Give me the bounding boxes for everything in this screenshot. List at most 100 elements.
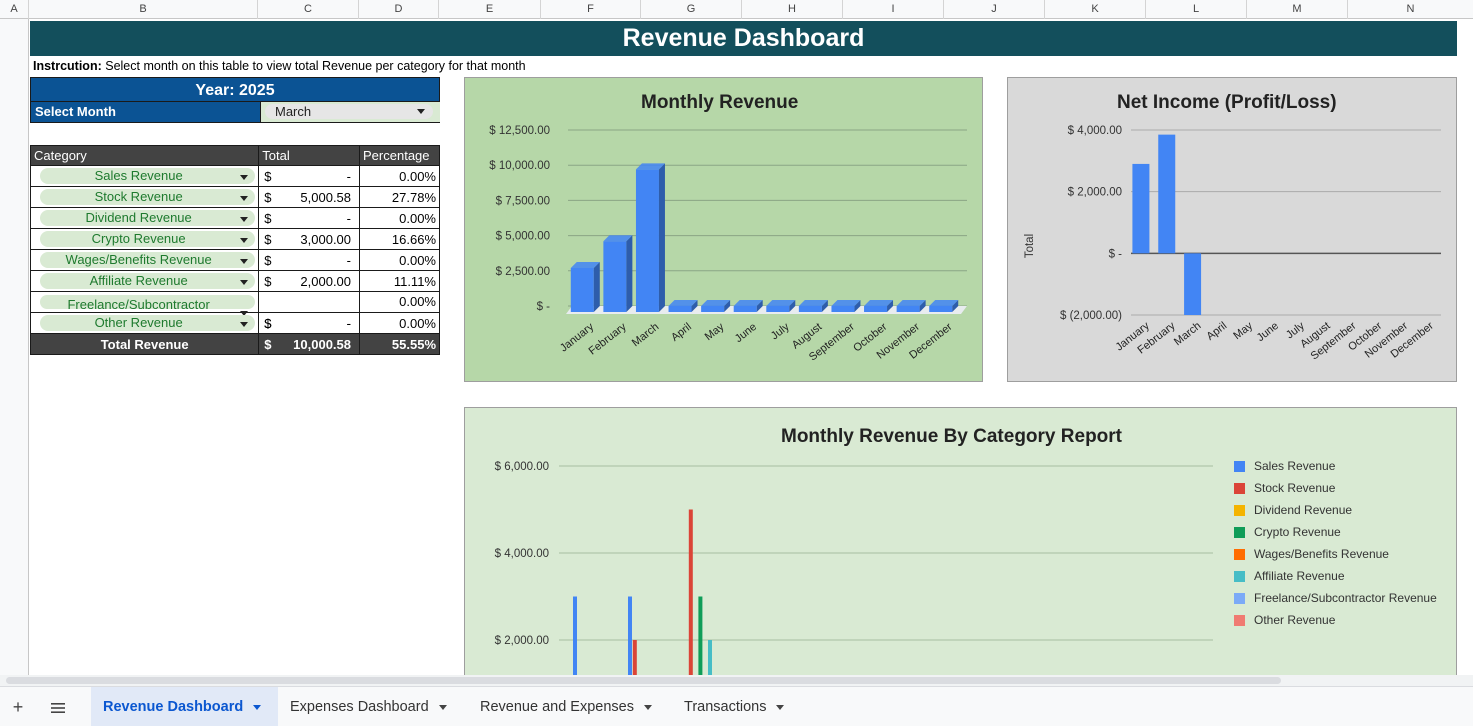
bar <box>733 306 757 312</box>
bar-top <box>635 163 665 170</box>
chevron-down-icon[interactable] <box>643 704 652 710</box>
column-header-m[interactable]: M <box>1247 0 1348 19</box>
bar <box>929 306 953 312</box>
column-header-c[interactable]: C <box>258 0 359 19</box>
column-header-g[interactable]: G <box>641 0 742 19</box>
monthly-revenue-plot: $ 12,500.00 $ 10,000.00 $ 7,500.00 $ 5,000.… <box>489 125 967 363</box>
total-cell: $ - <box>258 165 361 187</box>
category-table: Category Total Percentage Sales Revenue $… <box>29 145 440 355</box>
x-tick-label: June <box>733 321 759 345</box>
category-cell[interactable]: Wages/Benefits Revenue <box>29 249 260 271</box>
chevron-down-icon[interactable] <box>776 704 785 710</box>
legend-item: Stock Revenue <box>1234 480 1437 502</box>
category-dropdown[interactable]: Affiliate Revenue <box>40 273 256 289</box>
total-percentage: 55.55% <box>359 333 440 355</box>
column-header-d[interactable]: D <box>359 0 439 19</box>
header-category: Category <box>29 145 260 166</box>
category-dropdown[interactable]: Wages/Benefits Revenue <box>40 252 256 268</box>
category-report-chart[interactable]: Monthly Revenue By Category Report $ 6,0… <box>464 407 1457 677</box>
category-dropdown[interactable]: Other Revenue <box>40 315 256 331</box>
currency-symbol: $ <box>264 253 272 268</box>
chevron-down-icon[interactable] <box>240 280 249 285</box>
column-header-b[interactable]: B <box>29 0 258 19</box>
category-label: Wages/Benefits Revenue <box>65 252 212 267</box>
category-label: Other Revenue <box>94 315 183 330</box>
sheet-tab-label: Revenue and Expenses <box>480 699 634 715</box>
category-dropdown[interactable]: Freelance/Subcontractor Revenue <box>40 295 256 328</box>
chevron-down-icon[interactable] <box>438 704 447 710</box>
horizontal-scrollbar[interactable] <box>0 675 1473 686</box>
column-header-f[interactable]: F <box>541 0 641 19</box>
table-row: Freelance/Subcontractor Revenue$-0.00% <box>29 291 440 331</box>
bar-side <box>789 300 796 312</box>
total-cell: $ - <box>258 249 361 271</box>
category-report-plot: $ 6,000.00 $ 4,000.00 $ 2,000.00 <box>495 461 1213 676</box>
bar-side <box>756 300 763 312</box>
percentage-cell: 27.78% <box>359 186 440 208</box>
x-tick-label: March <box>630 321 661 349</box>
instruction-body: Select month on this table to view total… <box>105 59 526 73</box>
menu-icon[interactable] <box>43 687 73 726</box>
category-cell[interactable]: Affiliate Revenue <box>29 270 260 292</box>
column-header-n[interactable]: N <box>1348 0 1473 19</box>
category-cell[interactable]: Freelance/Subcontractor Revenue <box>29 291 260 328</box>
column-header-a[interactable]: A <box>0 0 29 19</box>
currency-symbol: $ <box>264 232 272 247</box>
header-percentage: Percentage <box>359 145 440 166</box>
sheet-tab-transactions[interactable]: Transactions <box>672 687 797 726</box>
plus-icon[interactable]: + <box>12 697 24 717</box>
chevron-down-icon[interactable] <box>240 217 249 222</box>
category-dropdown[interactable]: Dividend Revenue <box>40 210 256 226</box>
column-header-i[interactable]: I <box>843 0 944 19</box>
category-dropdown[interactable]: Sales Revenue <box>40 168 256 184</box>
chevron-down-icon[interactable] <box>417 109 425 114</box>
sheet-tab-revenue-dashboard[interactable]: Revenue Dashboard <box>91 687 278 726</box>
bar <box>1158 134 1176 254</box>
bar <box>708 640 712 676</box>
monthly-revenue-chart[interactable]: Monthly Revenue $ 12,500.00 $ 10,000.00 $ … <box>464 77 983 382</box>
total-revenue-cell: $10,000.58 <box>258 333 361 355</box>
bar <box>688 509 693 676</box>
category-cell[interactable]: Sales Revenue <box>29 165 260 187</box>
column-header-h[interactable]: H <box>742 0 843 19</box>
category-cell[interactable]: Other Revenue <box>29 312 260 334</box>
chevron-down-icon[interactable] <box>253 704 262 710</box>
bar-side <box>626 235 633 312</box>
chevron-down-icon[interactable] <box>240 259 249 264</box>
column-header-e[interactable]: E <box>439 0 541 19</box>
chevron-down-icon[interactable] <box>240 238 249 243</box>
y-tick-label: $ - <box>537 301 551 313</box>
chevron-down-icon[interactable] <box>240 196 249 201</box>
bar <box>766 306 790 312</box>
category-cell[interactable]: Dividend Revenue <box>29 207 260 229</box>
sheet-tab-expenses-dashboard[interactable]: Expenses Dashboard <box>278 687 468 726</box>
scrollbar-thumb[interactable] <box>6 677 1281 684</box>
chevron-down-icon[interactable] <box>240 175 249 180</box>
net-income-chart[interactable]: Net Income (Profit/Loss) $ 4,000.00 $ 2,0… <box>1007 77 1457 382</box>
bar <box>632 640 637 676</box>
legend-label: Other Revenue <box>1254 613 1336 627</box>
y-tick-label: $ 5,000.00 <box>496 231 550 243</box>
column-header-j[interactable]: J <box>944 0 1045 19</box>
table-row: Crypto Revenue $3,000.00 16.66% <box>29 228 440 250</box>
y-tick-label: $ 2,000.00 <box>1068 187 1122 199</box>
category-dropdown[interactable]: Stock Revenue <box>40 189 256 205</box>
month-dropdown[interactable]: March <box>265 104 433 119</box>
chevron-down-icon[interactable] <box>240 322 249 327</box>
sheet-tab-revenue-and-expenses[interactable]: Revenue and Expenses <box>468 687 672 726</box>
bar <box>798 306 822 312</box>
select-month-row: Select Month March <box>30 102 440 123</box>
total-value: - <box>346 253 352 268</box>
total-revenue-value: 10,000.58 <box>293 337 352 352</box>
column-header-l[interactable]: L <box>1146 0 1247 19</box>
legend-swatch <box>1234 549 1245 560</box>
dashboard-title: Revenue Dashboard <box>30 21 1457 56</box>
chart-legend: Sales Revenue Stock Revenue Dividend Reven… <box>1234 458 1437 634</box>
column-header-k[interactable]: K <box>1045 0 1146 19</box>
category-cell[interactable]: Stock Revenue <box>29 186 260 208</box>
bar-side <box>691 300 698 312</box>
category-cell[interactable]: Crypto Revenue <box>29 228 260 250</box>
category-dropdown[interactable]: Crypto Revenue <box>40 231 256 247</box>
month-dropdown-cell[interactable]: March <box>260 102 440 122</box>
